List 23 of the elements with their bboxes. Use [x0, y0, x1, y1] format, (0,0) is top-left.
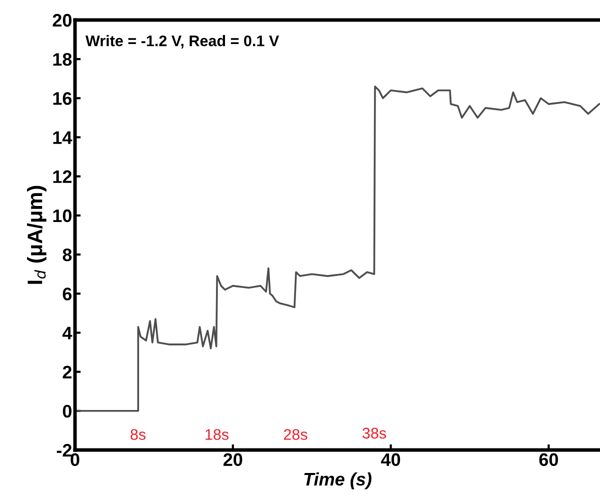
- x-tick-label: 20: [223, 453, 242, 466]
- annotation: Write = -1.2 V, Read = 0.1 V: [86, 35, 280, 48]
- y-tick-label: 2: [62, 366, 72, 378]
- y-tick-label: 0: [62, 404, 72, 418]
- x-tick-label: 60: [539, 453, 558, 466]
- x-tick-label: 40: [381, 453, 400, 466]
- y-tick-label: 12: [53, 170, 72, 183]
- y-tick-label: 8: [62, 248, 72, 262]
- y-tick-label: 10: [53, 209, 72, 222]
- line-series: [75, 86, 600, 412]
- annotation: 28s: [284, 429, 308, 440]
- y-tick-label: 18: [53, 53, 72, 66]
- annotation: 8s: [130, 429, 146, 440]
- annotation: 18s: [206, 429, 229, 440]
- y-tick-label: 4: [62, 326, 72, 340]
- y-tick-label: 20: [52, 14, 72, 27]
- y-tick-label: -2: [56, 444, 72, 457]
- y-tick-label: 14: [53, 131, 72, 144]
- x-axis-title: Time (s): [304, 472, 372, 490]
- y-axis-title: I$_{d}$ (μA/μm): [27, 186, 46, 284]
- annotation: 38s: [362, 428, 386, 439]
- y-tick-label: 6: [62, 288, 72, 300]
- y-tick-label: 16: [53, 92, 72, 105]
